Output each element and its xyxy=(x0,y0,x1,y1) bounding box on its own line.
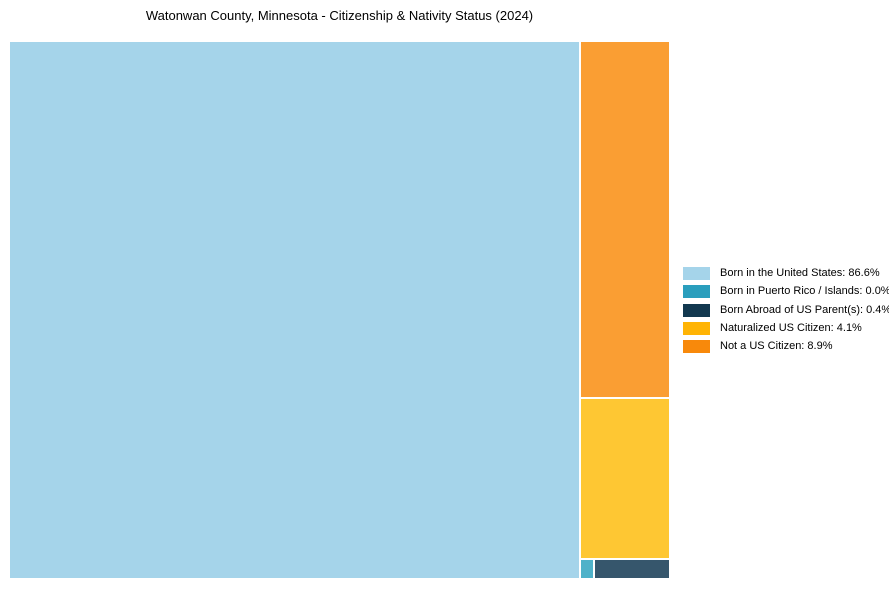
legend-label-born-us: Born in the United States: 86.6% xyxy=(720,267,880,279)
treemap-tile-born-abroad-of-us-parents xyxy=(595,560,669,578)
treemap-tile-born-us xyxy=(10,42,579,578)
legend-swatch-puerto-rico xyxy=(683,285,710,299)
legend-label-not-citizen: Not a US Citizen: 8.9% xyxy=(720,340,833,353)
treemap-plot-area xyxy=(10,42,669,578)
legend-row-born-abroad: Born Abroad of US Parent(s): 0.4% xyxy=(683,303,889,317)
legend-row-puerto-rico: Born in Puerto Rico / Islands: 0.0% xyxy=(683,285,889,299)
treemap-tile-born-in-puerto-rico-islands xyxy=(581,560,593,578)
legend: Born in the United States: 86.6% Born in… xyxy=(683,267,889,354)
treemap-tile-not-a-us-citizen xyxy=(581,42,669,397)
legend-row-not-citizen: Not a US Citizen: 8.9% xyxy=(683,340,889,354)
legend-swatch-born-us xyxy=(683,267,710,280)
legend-row-born-us: Born in the United States: 86.6% xyxy=(683,267,889,280)
legend-swatch-born-abroad xyxy=(683,303,710,317)
legend-label-naturalized: Naturalized US Citizen: 4.1% xyxy=(720,321,862,334)
legend-label-born-abroad: Born Abroad of US Parent(s): 0.4% xyxy=(720,303,889,316)
legend-swatch-not-citizen xyxy=(683,340,710,354)
chart-title: Watonwan County, Minnesota - Citizenship… xyxy=(145,8,534,23)
legend-label-puerto-rico: Born in Puerto Rico / Islands: 0.0% xyxy=(720,285,889,298)
legend-row-naturalized: Naturalized US Citizen: 4.1% xyxy=(683,321,889,335)
legend-swatch-naturalized xyxy=(683,321,710,335)
treemap-tile-naturalized-us-citizen xyxy=(581,399,669,558)
